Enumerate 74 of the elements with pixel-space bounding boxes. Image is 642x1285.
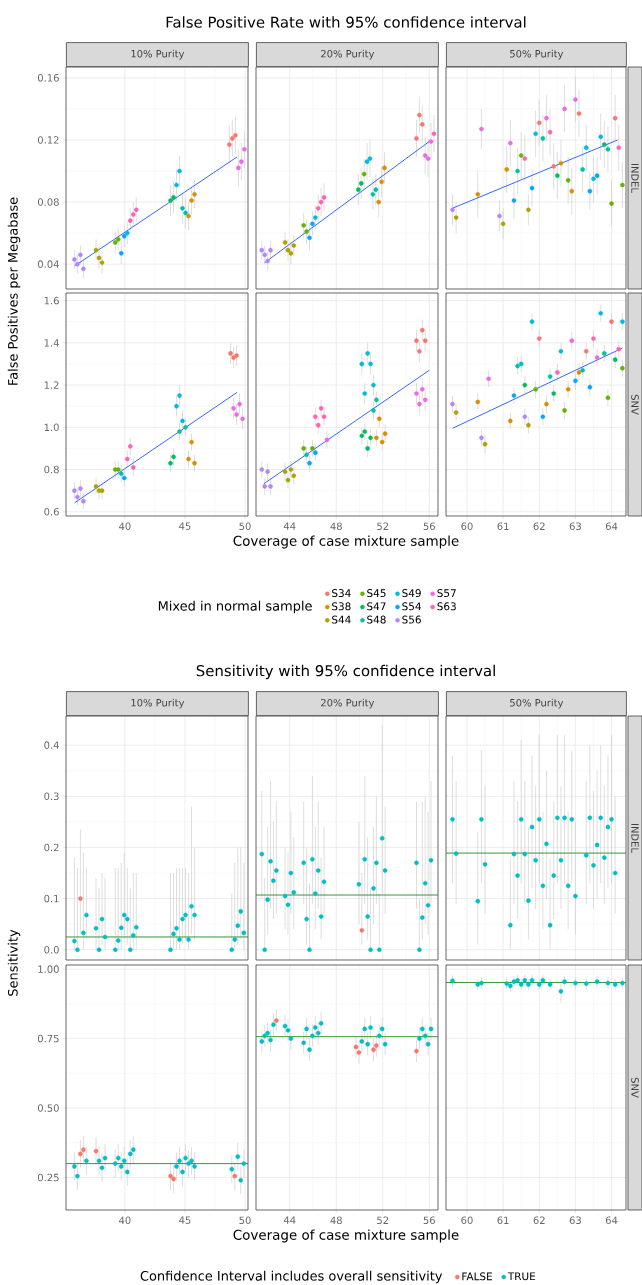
x-tick-label: 62	[533, 522, 545, 531]
y-tick-label: 1.4	[44, 339, 59, 347]
x-tick-label: 45	[179, 1216, 191, 1224]
y-tick-label: 0.8	[44, 465, 59, 474]
text: SNV	[631, 1077, 639, 1098]
chart-subtitle: 20% Purity	[321, 49, 375, 60]
x-tick-label: 44	[283, 522, 296, 530]
y-tick-label: 0.0	[44, 945, 59, 954]
x-tick-label: 56	[423, 1216, 435, 1225]
legend-label: TRUE	[507, 1272, 536, 1281]
y-axis-title: False Positives per Megabase	[7, 197, 21, 385]
chart-subtitle: 50% Purity	[510, 698, 564, 709]
y-axis-title: Sensitivity	[7, 929, 21, 996]
text: INDEL	[631, 824, 639, 853]
x-tick-label: 63	[569, 522, 581, 531]
y-tick-label: 1.6	[44, 296, 59, 305]
x-tick-label: 52	[377, 522, 389, 531]
text: SNV	[631, 394, 639, 415]
legend-label: S49	[402, 589, 421, 598]
legend-title: Mixed in normal sample	[158, 600, 312, 614]
x-tick-label: 56	[423, 522, 435, 531]
y-tick-label: 0.08	[37, 198, 59, 206]
legend-label: S38	[332, 602, 351, 611]
y-tick-label: 0.2	[44, 843, 59, 852]
y-tick-label: 0.12	[37, 136, 59, 144]
legend-label: S48	[367, 615, 386, 624]
chart-subtitle: 50% Purity	[510, 49, 564, 60]
chart-subtitle: 10% Purity	[131, 49, 185, 60]
legend-label: S56	[402, 615, 421, 624]
chart-subtitle: 10% Purity	[131, 698, 185, 709]
y-tick-label: 1.2	[44, 381, 59, 389]
y-tick-label: 0.04	[37, 260, 59, 268]
legend-title: Confidence Interval includes overall sensitivity	[140, 1270, 443, 1284]
x-tick-label: 64	[605, 522, 618, 531]
legend-label: S34	[332, 589, 351, 598]
legend-label: S47	[367, 602, 386, 611]
x-tick-label: 50	[239, 1216, 251, 1225]
chart-title: Sensitivity with 95% confidence interval	[196, 664, 495, 680]
legend-label: S63	[437, 602, 456, 611]
y-tick-label: 0.4	[44, 741, 59, 749]
y-tick-label: 0.50	[37, 1104, 59, 1112]
y-tick-label: 0.3	[44, 792, 59, 801]
y-tick-label: 0.25	[37, 1173, 59, 1182]
x-tick-label: 61	[497, 522, 509, 531]
x-tick-label: 52	[377, 1216, 389, 1225]
legend-label: S45	[367, 589, 386, 598]
y-tick-label: 0.6	[44, 507, 59, 516]
x-tick-label: 64	[605, 1216, 618, 1225]
x-tick-label: 63	[569, 1216, 581, 1225]
legend-label: S54	[402, 602, 421, 611]
text: INDEL	[631, 164, 639, 193]
legend-label: FALSE	[462, 1272, 492, 1281]
y-tick-label: 1.00	[38, 965, 59, 973]
legend-label: S57	[437, 589, 456, 598]
y-tick-label: 1.0	[44, 423, 59, 432]
x-tick-label: 40	[119, 522, 131, 531]
y-tick-label: 0.16	[37, 74, 59, 82]
x-tick-label: 48	[330, 1216, 342, 1225]
legend-label: S44	[332, 615, 351, 624]
x-tick-label: 50	[239, 522, 251, 531]
x-tick-label: 40	[119, 1216, 131, 1225]
chart-subtitle: 20% Purity	[321, 698, 375, 709]
x-tick-label: 48	[330, 522, 342, 531]
x-axis-title: Coverage of case mixture sample	[233, 535, 459, 549]
x-axis-title: Coverage of case mixture sample	[233, 1229, 459, 1243]
x-tick-label: 60	[461, 522, 473, 531]
x-tick-label: 45	[179, 522, 191, 530]
chart-title: False Positive Rate with 95% confidence interval	[166, 16, 526, 28]
x-tick-label: 62	[533, 1216, 545, 1225]
y-tick-label: 0.75	[37, 1034, 59, 1043]
x-tick-label: 60	[461, 1216, 473, 1225]
x-tick-label: 61	[497, 1216, 509, 1225]
x-tick-label: 44	[283, 1216, 296, 1224]
y-tick-label: 0.1	[44, 894, 59, 903]
